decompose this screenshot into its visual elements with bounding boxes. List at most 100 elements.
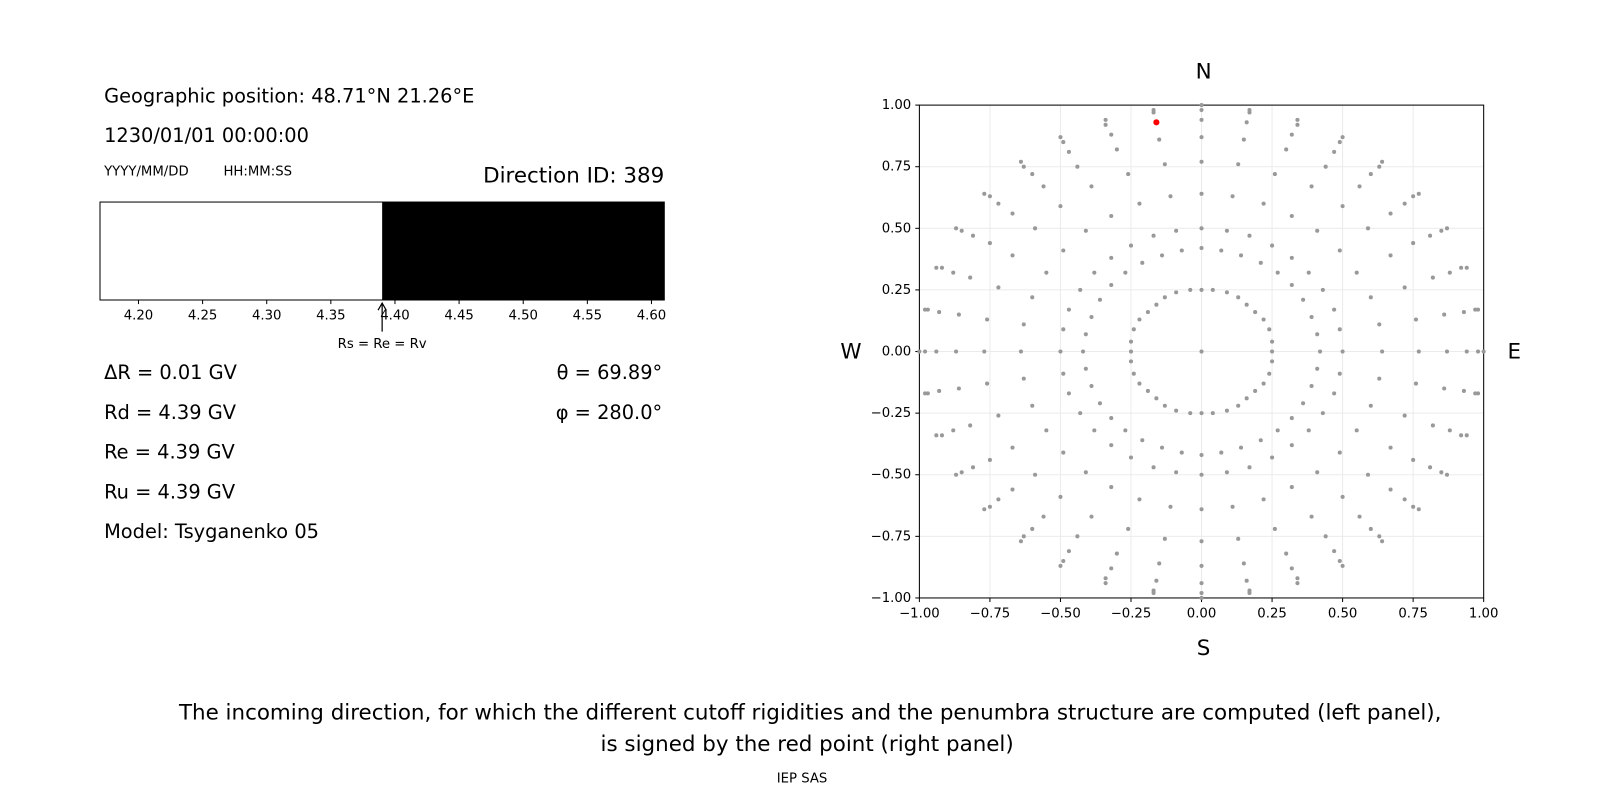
direction-point xyxy=(1340,135,1345,140)
direction-point xyxy=(1368,295,1373,300)
direction-point xyxy=(1199,563,1204,568)
direction-point xyxy=(1473,391,1478,396)
direction-point xyxy=(1103,122,1108,127)
direction-point xyxy=(987,194,992,199)
direction-point xyxy=(970,465,976,470)
direction-point xyxy=(1473,307,1478,312)
direction-point xyxy=(1459,433,1464,438)
geo-position: Geographic position: 48.71°N 21.26°E xyxy=(104,84,474,107)
direction-point xyxy=(1044,270,1049,275)
direction-point xyxy=(1114,551,1119,556)
x-tick-label: 4.40 xyxy=(380,308,410,323)
direction-point xyxy=(985,317,990,322)
x-tick-label: 4.20 xyxy=(124,308,154,323)
footer: IEP SAS xyxy=(777,772,828,787)
direction-point xyxy=(1289,132,1294,137)
direction-point xyxy=(1199,507,1204,512)
direction-point xyxy=(1332,149,1337,154)
direction-point xyxy=(1199,191,1204,196)
direction-point xyxy=(1151,590,1156,596)
direction-point xyxy=(1058,135,1063,140)
direction-point xyxy=(1103,576,1108,581)
direction-point xyxy=(1154,578,1159,583)
direction-point xyxy=(1309,514,1314,519)
direction-point xyxy=(1295,576,1300,581)
direction-point xyxy=(1354,428,1359,433)
direction-label: S xyxy=(1197,636,1211,661)
direction-point xyxy=(1140,438,1145,443)
direction-point xyxy=(1151,465,1156,470)
direction-point xyxy=(1261,317,1266,322)
direction-point xyxy=(1151,107,1156,113)
annotation-label: Rs = Re = Rv xyxy=(338,337,427,352)
direction-point xyxy=(996,285,1001,290)
direction-point xyxy=(1244,578,1249,583)
direction-point xyxy=(1058,349,1063,354)
x-tick-label: 4.35 xyxy=(316,308,346,323)
direction-point xyxy=(1315,228,1320,233)
direction-point xyxy=(1442,312,1447,317)
direction-point xyxy=(1241,561,1246,566)
direction-point xyxy=(1258,260,1263,265)
direction-point xyxy=(1041,184,1046,189)
x-tick-label: 4.25 xyxy=(188,308,218,323)
direction-point xyxy=(1247,590,1252,596)
direction-point xyxy=(1388,211,1393,216)
direction-point xyxy=(1210,287,1215,292)
x-tick-label: −0.25 xyxy=(1111,606,1152,621)
direction-point xyxy=(1236,403,1241,408)
direction-point xyxy=(934,433,939,438)
direction-point xyxy=(1388,487,1393,492)
direction-point xyxy=(1380,159,1385,164)
direction-point xyxy=(1044,428,1049,433)
direction-point xyxy=(1021,322,1026,327)
direction-point xyxy=(1199,452,1204,458)
direction-point xyxy=(1289,443,1294,448)
direction-point xyxy=(917,349,922,354)
direction-point xyxy=(1128,349,1134,354)
direction-point xyxy=(1439,228,1444,233)
direction-point xyxy=(1137,201,1142,206)
delta-r: ΔR = 0.01 GV xyxy=(104,361,238,384)
direction-point xyxy=(1337,450,1342,455)
direction-point xyxy=(1145,388,1150,393)
theta: θ = 69.89° xyxy=(557,361,663,384)
direction-point xyxy=(1018,349,1023,354)
direction-point xyxy=(1244,396,1249,401)
direction-point xyxy=(1261,201,1266,206)
date-format: YYYY/MM/DD xyxy=(103,164,189,179)
direction-point xyxy=(1365,472,1371,477)
direction-point xyxy=(1030,295,1035,300)
direction-point xyxy=(1428,233,1433,238)
direction-point xyxy=(954,349,959,354)
direction-point xyxy=(1168,504,1173,509)
direction-point xyxy=(1061,327,1066,332)
direction-point xyxy=(1162,295,1167,300)
x-tick-label: 0.25 xyxy=(1257,606,1287,621)
direction-point xyxy=(1289,282,1294,288)
direction-point xyxy=(1447,270,1452,275)
direction-point xyxy=(1315,470,1320,475)
direction-point xyxy=(1301,297,1306,302)
direction-point xyxy=(1103,117,1108,122)
direction-label: W xyxy=(840,340,861,365)
direction-point xyxy=(1337,371,1342,376)
direction-point xyxy=(1230,504,1235,509)
direction-point xyxy=(1267,327,1272,332)
direction-point xyxy=(987,241,992,246)
x-tick-label: −1.00 xyxy=(899,606,940,621)
direction-point xyxy=(1270,339,1275,344)
direction-point xyxy=(1199,245,1204,251)
direction-point xyxy=(1154,396,1159,401)
direction-point xyxy=(1097,401,1102,406)
y-tick-label: −0.25 xyxy=(871,406,912,421)
penumbra-band xyxy=(100,202,383,300)
direction-point xyxy=(1066,549,1071,554)
direction-point xyxy=(1444,472,1450,477)
direction-point xyxy=(1174,290,1179,295)
direction-point xyxy=(1416,349,1421,354)
direction-point xyxy=(1097,297,1102,302)
direction-point xyxy=(922,349,928,354)
